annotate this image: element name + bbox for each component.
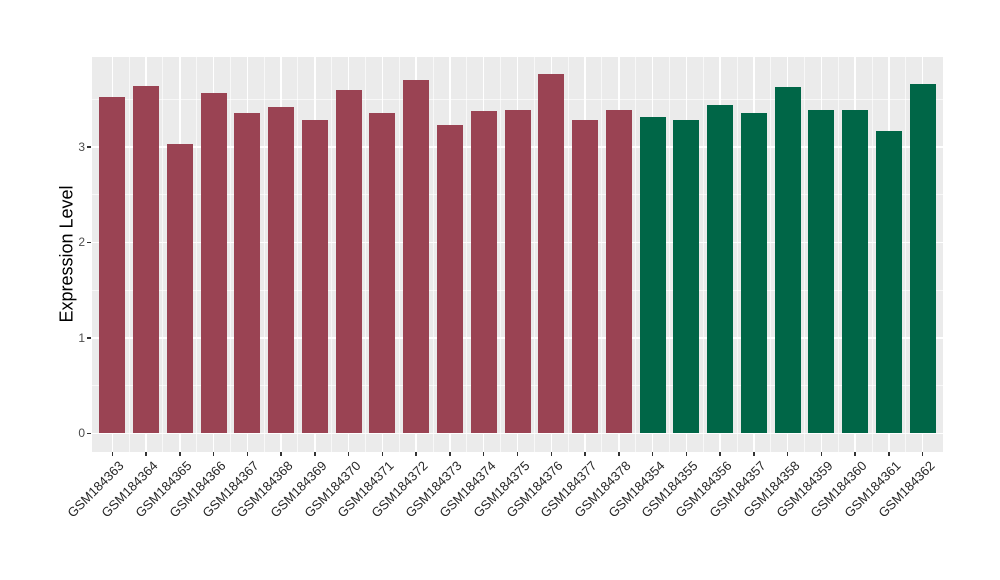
bar-GSM184361 [875,130,902,434]
x-tick-mark [145,452,147,456]
x-tick-mark [618,452,620,456]
x-tick-mark [347,452,350,456]
gridline-x-minor [770,57,772,452]
bar-GSM184359 [808,109,835,434]
gridline-x-minor [331,57,333,452]
y-tick-mark [87,241,91,244]
x-tick-mark [854,452,856,456]
x-tick-mark [482,452,485,456]
gridline-x-minor [263,57,265,452]
x-tick-mark [280,452,282,456]
gridline-x-minor [297,57,299,452]
x-tick-mark [584,452,586,456]
x-tick-mark [719,452,721,456]
y-tick-mark [87,146,91,148]
x-tick-mark [651,452,654,456]
bar-GSM184376 [538,74,565,434]
gridline-x-minor [500,57,502,452]
bar-GSM184375 [504,109,531,434]
gridline-x-minor [128,57,130,452]
bar-GSM184363 [99,97,126,434]
gridline-x-minor [432,57,434,452]
x-tick-mark [550,452,553,456]
x-tick-mark [449,452,451,456]
bar-GSM184362 [909,84,936,434]
bar-GSM184358 [774,86,801,434]
gridline-x-minor [668,57,670,452]
x-tick-mark [685,452,688,456]
bar-GSM184374 [470,110,497,434]
gridline-x-minor [196,57,198,452]
bar-GSM184364 [133,85,160,434]
gridline-x-minor [365,57,367,452]
bar-GSM184378 [605,109,632,434]
gridline-x-minor [837,57,839,452]
gridline-x-minor [905,57,907,452]
x-tick-mark [888,452,890,456]
x-tick-mark [179,452,181,456]
x-tick-mark [314,452,316,456]
bar-GSM184372 [403,80,430,434]
gridline-x-minor [229,57,231,452]
bar-GSM184367 [234,112,261,434]
y-tick-mark [87,337,91,339]
gridline-x-minor [702,57,704,452]
gridline-x-minor [804,57,806,452]
bar-GSM184360 [842,109,869,434]
gridline-x-minor [736,57,738,452]
y-tick-mark [87,432,91,435]
x-tick-mark [212,452,215,456]
y-tick-label: 3 [78,139,85,154]
bar-GSM184370 [335,89,362,434]
x-tick-mark [415,452,417,456]
plot-panel [92,57,943,452]
x-tick-mark [246,452,249,456]
y-tick-label: 0 [78,426,85,441]
x-tick-mark [516,452,519,456]
y-tick-label: 2 [78,235,85,250]
x-tick-mark [111,452,113,456]
gridline-x-minor [635,57,637,452]
y-axis-title: Expression Level [56,185,77,323]
gridline-x-minor [871,57,873,452]
bar-GSM184354 [639,117,666,434]
bar-GSM184357 [740,112,767,434]
x-tick-mark [820,452,823,456]
x-tick-mark [786,452,789,456]
y-tick-label: 1 [78,330,85,345]
gridline-x-minor [398,57,400,452]
gridline-x-minor [533,57,535,452]
x-tick-mark [753,452,755,456]
bar-GSM184356 [707,105,734,434]
x-tick-mark [921,452,924,456]
bar-GSM184377 [572,120,599,434]
bar-GSM184355 [673,120,700,434]
bar-GSM184369 [301,120,328,434]
gridline-x-minor [466,57,468,452]
bar-GSM184371 [369,112,396,434]
gridline-x-minor [601,57,603,452]
bar-GSM184365 [166,144,193,434]
bar-GSM184366 [200,92,227,434]
gridline-x-minor [162,57,164,452]
gridline-x-minor [567,57,569,452]
x-tick-mark [381,452,384,456]
bar-GSM184368 [268,106,295,434]
bar-GSM184373 [436,125,463,434]
